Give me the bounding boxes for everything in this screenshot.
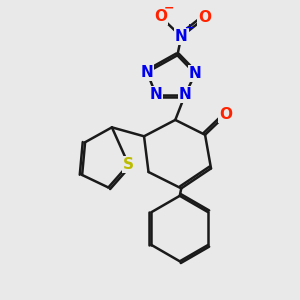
Text: O: O: [154, 9, 167, 24]
Text: N: N: [150, 87, 162, 102]
Text: −: −: [164, 1, 175, 14]
Text: O: O: [219, 107, 232, 122]
Text: +: +: [185, 23, 194, 33]
Text: N: N: [141, 65, 153, 80]
Text: N: N: [189, 66, 202, 81]
Text: O: O: [199, 10, 212, 25]
Text: N: N: [179, 87, 191, 102]
Text: N: N: [175, 29, 188, 44]
Text: S: S: [123, 157, 134, 172]
